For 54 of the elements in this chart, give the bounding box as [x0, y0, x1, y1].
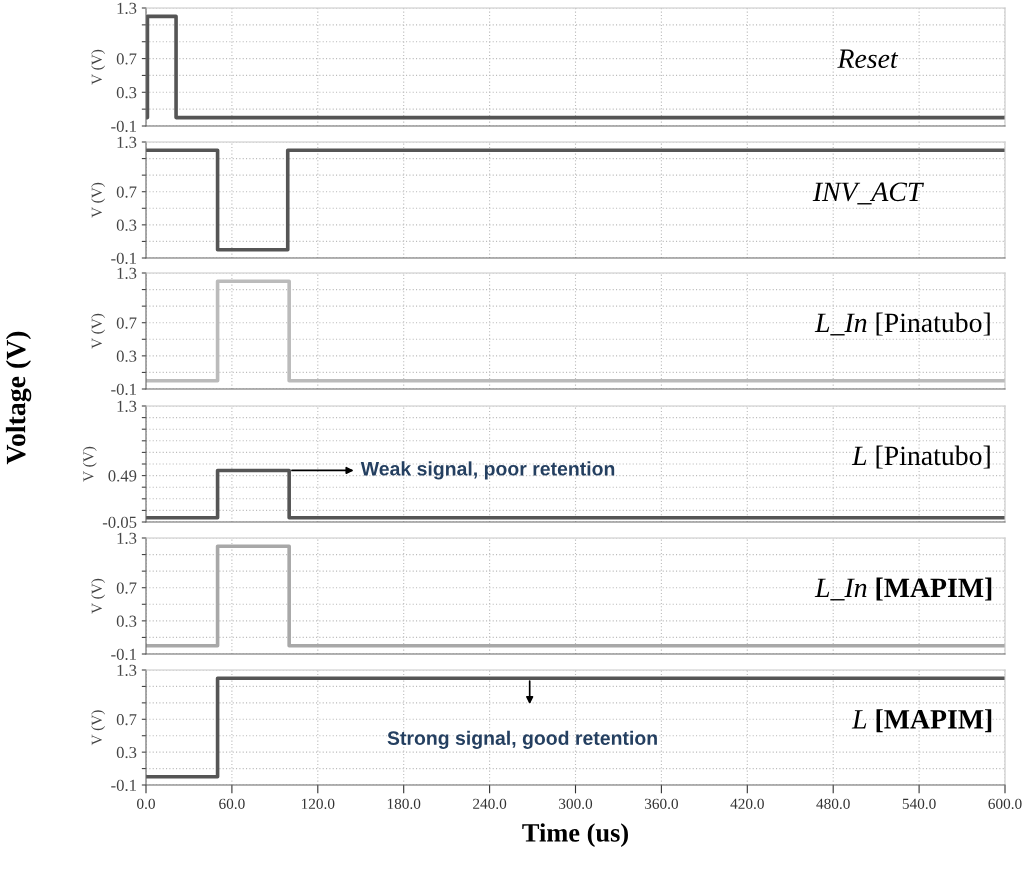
x-tick-label: 480.0: [816, 798, 850, 810]
y-tick-label: 0.3: [116, 615, 137, 627]
text: L_In: [814, 313, 867, 336]
y-tick-label: -0.05: [102, 516, 137, 529]
y-axis-title: V (V): [91, 49, 106, 85]
y-axis-title: V (V): [91, 578, 106, 614]
y-tick-label: 0.7: [116, 186, 137, 198]
y-tick-label: 0.49: [108, 470, 137, 482]
x-tick-label: 0.0: [137, 798, 155, 810]
y-tick-label: 1.3: [117, 664, 137, 677]
y-tick-label: 0.3: [116, 219, 137, 231]
y-tick-label: 0.3: [116, 746, 137, 759]
y-tick-label: 0.7: [116, 582, 137, 594]
text: [Pinatubo]: [876, 445, 990, 469]
x-axis-title: Time (us): [522, 823, 628, 848]
y-axis-title: V (V): [91, 710, 106, 746]
x-tick-label: 60.0: [219, 798, 245, 810]
annotation: Strong signal, good retention: [387, 730, 657, 749]
x-tick-label: 540.0: [902, 798, 936, 810]
text: Voltage (V): [5, 331, 32, 465]
y-tick-label: 0.7: [116, 317, 137, 329]
y-axis-title: V (V): [91, 313, 106, 349]
text: L_In: [814, 578, 867, 601]
y-tick-label: 1.3: [117, 2, 137, 15]
y-tick-label: -0.1: [111, 648, 136, 661]
y-tick-label: 0.3: [116, 350, 137, 362]
x-tick-label: 600.0: [988, 798, 1022, 810]
text: [MAPIM]: [876, 577, 992, 601]
x-tick-label: 300.0: [559, 798, 593, 810]
y-tick-label: -0.1: [111, 383, 136, 396]
y-axis-title: V (V): [91, 182, 106, 218]
y-tick-label: 0.7: [116, 713, 137, 726]
y-tick-label: 1.3: [117, 532, 137, 545]
x-tick-label: 180.0: [387, 798, 421, 810]
text: [Pinatubo]: [876, 312, 990, 336]
y-tick-label: -0.1: [111, 252, 136, 265]
y-tick-label: 1.3: [117, 400, 137, 413]
text: Reset: [837, 49, 899, 69]
annotation: Weak signal, poor retention: [360, 461, 615, 480]
x-tick-label: 360.0: [644, 798, 679, 810]
text: L: [851, 710, 867, 729]
x-tick-label: 120.0: [301, 798, 335, 810]
y-tick-label: 1.3: [117, 136, 137, 149]
y-tick-label: -0.1: [111, 779, 136, 792]
y-tick-label: -0.1: [111, 120, 136, 133]
y-tick-label: 1.3: [117, 267, 137, 280]
text: [MAPIM]: [876, 709, 992, 733]
text: INV_ACT: [812, 182, 924, 205]
x-tick-label: 420.0: [730, 798, 764, 810]
y-tick-label: 0.7: [116, 53, 137, 65]
text: L: [851, 446, 867, 465]
y-tick-label: 0.3: [116, 86, 137, 99]
x-tick-label: 240.0: [473, 798, 507, 810]
y-axis-title: V (V): [82, 446, 97, 482]
